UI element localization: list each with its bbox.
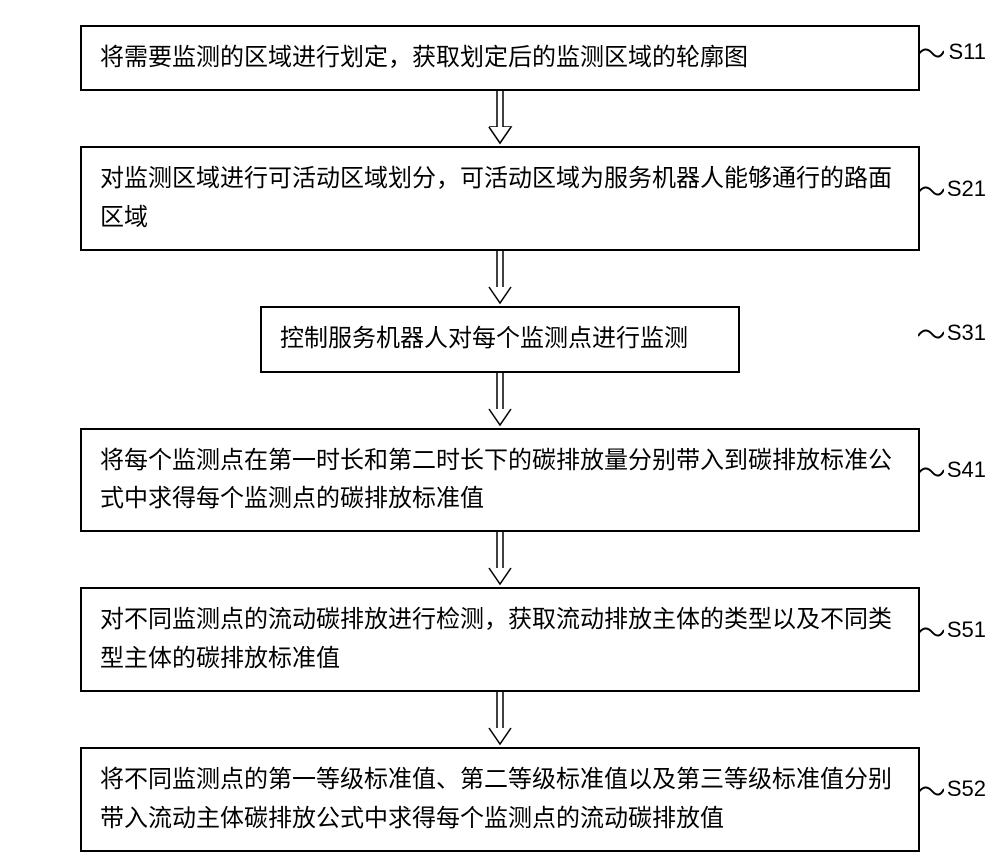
step-text: 对监测区域进行可活动区域划分，可活动区域为服务机器人能够通行的路面区域 [100, 160, 900, 237]
step-label: S31 [947, 320, 986, 346]
wave-connector [918, 462, 944, 482]
step-s11: 将需要监测的区域进行划定，获取划定后的监测区域的轮廓图 S11 [80, 25, 920, 91]
step-s31: 控制服务机器人对每个监测点进行监测 S31 [260, 306, 740, 372]
arrow [485, 373, 515, 428]
wave-connector [918, 781, 944, 801]
wave-connector [918, 43, 944, 63]
step-s51: 对不同监测点的流动碳排放进行检测，获取流动排放主体的类型以及不同类型主体的碳排放… [80, 587, 920, 692]
step-label: S41 [947, 457, 986, 483]
step-text: 对不同监测点的流动碳排放进行检测，获取流动排放主体的类型以及不同类型主体的碳排放… [100, 601, 900, 678]
arrow [485, 532, 515, 587]
arrow [485, 692, 515, 747]
step-label: S51 [947, 617, 986, 643]
step-text: 控制服务机器人对每个监测点进行监测 [280, 320, 688, 358]
step-s41: 将每个监测点在第一时长和第二时长下的碳排放量分别带入到碳排放标准公式中求得每个监… [80, 428, 920, 533]
arrow [485, 251, 515, 306]
step-text: 将不同监测点的第一等级标准值、第二等级标准值以及第三等级标准值分别带入流动主体碳… [100, 761, 900, 838]
step-s21: 对监测区域进行可活动区域划分，可活动区域为服务机器人能够通行的路面区域 S21 [80, 146, 920, 251]
wave-connector [918, 324, 944, 344]
step-label: S11 [948, 39, 986, 65]
wave-connector [918, 181, 944, 201]
wave-connector [918, 622, 944, 642]
flowchart-container: 将需要监测的区域进行划定，获取划定后的监测区域的轮廓图 S11 对监测区域进行可… [35, 25, 965, 852]
arrow [485, 91, 515, 146]
step-s52: 将不同监测点的第一等级标准值、第二等级标准值以及第三等级标准值分别带入流动主体碳… [80, 747, 920, 852]
step-label: S21 [947, 176, 986, 202]
step-text: 将每个监测点在第一时长和第二时长下的碳排放量分别带入到碳排放标准公式中求得每个监… [100, 442, 900, 519]
step-text: 将需要监测的区域进行划定，获取划定后的监测区域的轮廓图 [100, 39, 748, 77]
step-label: S52 [947, 776, 986, 802]
